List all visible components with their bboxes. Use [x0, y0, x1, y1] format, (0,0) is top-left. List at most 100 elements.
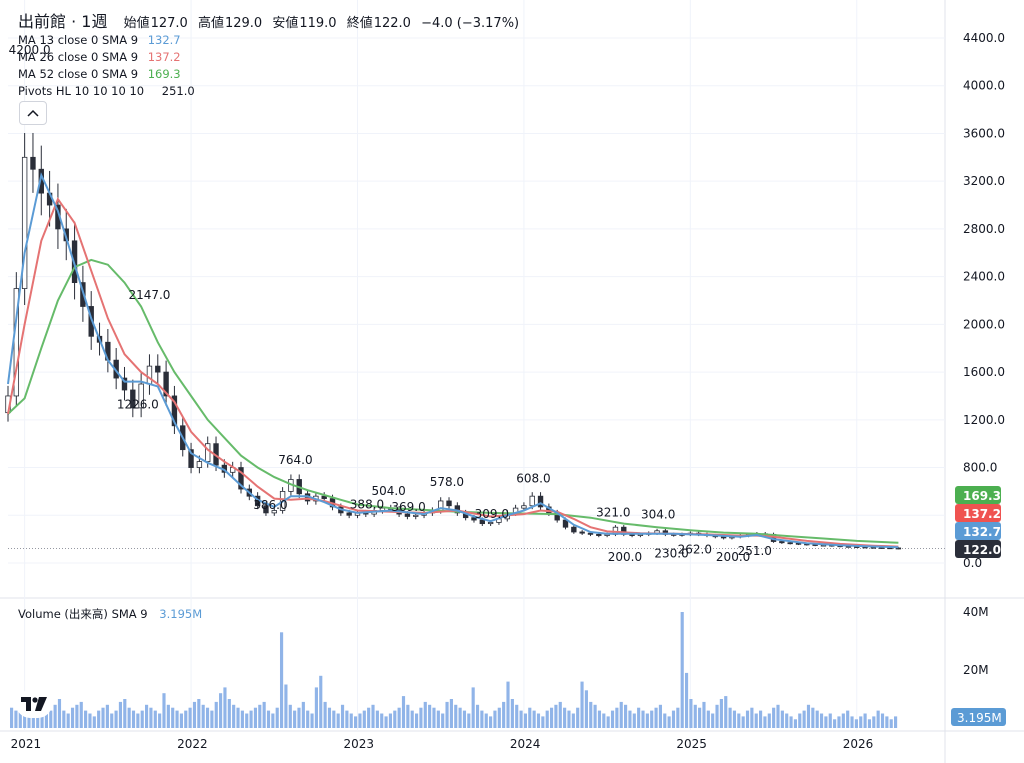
- volume-bar[interactable]: [711, 713, 715, 729]
- candle[interactable]: [238, 467, 244, 490]
- candle[interactable]: [471, 517, 477, 521]
- volume-bar[interactable]: [715, 704, 719, 728]
- volume-bar[interactable]: [650, 710, 654, 728]
- volume-bar[interactable]: [654, 707, 658, 728]
- volume-bar[interactable]: [593, 704, 597, 728]
- volume-bar[interactable]: [772, 707, 776, 728]
- volume-bar[interactable]: [536, 713, 541, 729]
- volume-bar[interactable]: [223, 687, 227, 728]
- candle[interactable]: [205, 443, 211, 462]
- candle[interactable]: [487, 522, 494, 525]
- volume-bar[interactable]: [131, 710, 136, 728]
- volume-bar[interactable]: [319, 675, 323, 728]
- volume-bar[interactable]: [201, 704, 205, 728]
- volume-bar[interactable]: [149, 707, 153, 728]
- volume-bar[interactable]: [44, 707, 48, 728]
- volume-bar[interactable]: [140, 710, 144, 728]
- volume-bar[interactable]: [728, 707, 732, 728]
- volume-bar[interactable]: [62, 710, 66, 728]
- volume-bar[interactable]: [371, 704, 375, 728]
- volume-bar[interactable]: [214, 701, 218, 728]
- volume-bar[interactable]: [101, 707, 105, 728]
- volume-bar[interactable]: [384, 716, 388, 728]
- volume-bar[interactable]: [523, 713, 528, 729]
- volume-bar[interactable]: [532, 710, 536, 728]
- volume-bar[interactable]: [724, 696, 728, 728]
- volume-bar[interactable]: [597, 710, 602, 728]
- collapse-legend-button[interactable]: [19, 101, 47, 125]
- volume-bar[interactable]: [528, 707, 532, 728]
- volume-bar[interactable]: [340, 704, 345, 728]
- volume-bar[interactable]: [571, 713, 575, 729]
- volume-bar[interactable]: [18, 704, 22, 728]
- volume-bar[interactable]: [49, 710, 53, 728]
- candle[interactable]: [346, 512, 352, 516]
- volume-bar[interactable]: [358, 713, 362, 729]
- volume-bar[interactable]: [850, 716, 854, 728]
- volume-bar[interactable]: [219, 693, 223, 728]
- volume-bar[interactable]: [785, 713, 789, 729]
- volume-bar[interactable]: [401, 696, 406, 728]
- volume-bar[interactable]: [684, 672, 689, 728]
- volume-bar[interactable]: [863, 713, 867, 729]
- volume-bar[interactable]: [589, 701, 593, 728]
- volume-bar[interactable]: [197, 699, 201, 728]
- volume-bar[interactable]: [136, 713, 140, 729]
- ma26-line[interactable]: [7, 197, 899, 548]
- volume-bar[interactable]: [110, 713, 114, 729]
- volume-bar[interactable]: [872, 716, 876, 728]
- volume-bar[interactable]: [232, 704, 236, 728]
- candle[interactable]: [321, 495, 327, 499]
- candle[interactable]: [529, 495, 535, 507]
- volume-bar[interactable]: [419, 707, 423, 728]
- volume-bar[interactable]: [554, 704, 558, 728]
- volume-bar[interactable]: [144, 704, 149, 728]
- volume-bar[interactable]: [240, 710, 244, 728]
- volume-bar[interactable]: [105, 704, 109, 728]
- volume-bar[interactable]: [301, 701, 305, 728]
- volume-bar[interactable]: [737, 713, 741, 729]
- volume-bar[interactable]: [432, 707, 436, 728]
- volume-bar[interactable]: [423, 701, 427, 728]
- volume-bar[interactable]: [253, 707, 258, 728]
- candle[interactable]: [579, 531, 585, 534]
- volume-bar[interactable]: [867, 719, 872, 728]
- candle[interactable]: [30, 156, 36, 170]
- candle[interactable]: [479, 519, 485, 525]
- volume-bar[interactable]: [75, 704, 79, 728]
- candle[interactable]: [155, 365, 161, 373]
- volume-bar[interactable]: [449, 699, 453, 728]
- volume-bar[interactable]: [275, 707, 279, 728]
- volume-bar[interactable]: [637, 707, 641, 728]
- volume-bar[interactable]: [166, 704, 170, 728]
- volume-bar[interactable]: [306, 710, 310, 728]
- volume-bar[interactable]: [410, 710, 414, 728]
- volume-bar[interactable]: [279, 632, 284, 728]
- volume-bar[interactable]: [602, 713, 606, 729]
- candle[interactable]: [263, 505, 269, 514]
- volume-bar[interactable]: [414, 713, 419, 729]
- volume-bar[interactable]: [66, 713, 70, 729]
- volume-bar[interactable]: [179, 713, 183, 729]
- volume-bar[interactable]: [841, 713, 845, 729]
- tradingview-logo-icon[interactable]: [16, 690, 52, 718]
- ma13-line[interactable]: [7, 172, 899, 549]
- volume-bar[interactable]: [767, 713, 771, 729]
- volume-bar[interactable]: [641, 710, 645, 728]
- volume-bar[interactable]: [719, 699, 723, 728]
- volume-bar[interactable]: [118, 701, 123, 728]
- volume-bar[interactable]: [349, 713, 353, 729]
- volume-bar[interactable]: [436, 710, 440, 728]
- volume-bar[interactable]: [354, 716, 358, 728]
- volume-bar[interactable]: [205, 707, 210, 728]
- volume-bar[interactable]: [475, 704, 480, 728]
- volume-bar[interactable]: [519, 710, 523, 728]
- volume-bar[interactable]: [36, 716, 40, 728]
- volume-bar[interactable]: [837, 716, 841, 728]
- volume-bar[interactable]: [606, 716, 610, 728]
- volume-bar[interactable]: [70, 707, 75, 728]
- candle[interactable]: [146, 365, 153, 385]
- candle[interactable]: [188, 449, 194, 468]
- volume-bar[interactable]: [698, 707, 702, 728]
